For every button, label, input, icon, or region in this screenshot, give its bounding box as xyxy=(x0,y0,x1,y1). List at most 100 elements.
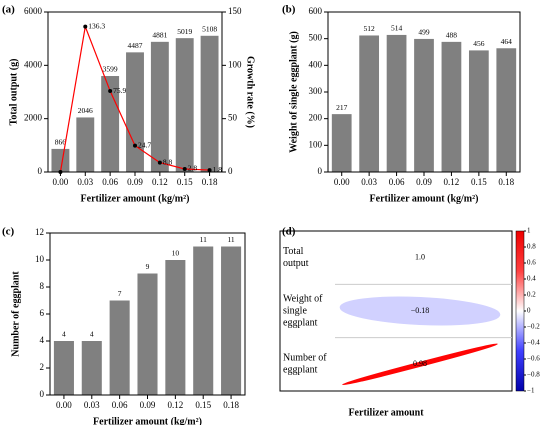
y-tick-label: 400 xyxy=(309,59,323,69)
y-tick-label: 10 xyxy=(35,254,45,264)
bar-value-label: 10 xyxy=(172,249,180,258)
x-tick-label: 0.18 xyxy=(202,177,218,187)
y-tick-label: 0 xyxy=(318,166,323,176)
x-axis-label: Fertilizer amount (kg/m²) xyxy=(370,193,479,204)
colorbar-tick-label: −0.8 xyxy=(527,371,540,379)
row-label: single xyxy=(283,305,307,316)
colorbar-tick-label: 0.6 xyxy=(527,259,536,267)
growth-point xyxy=(133,143,137,148)
plot-frame xyxy=(327,11,521,173)
row-label: Number of xyxy=(283,353,327,364)
y-tick-label: 300 xyxy=(309,86,323,96)
x-tick-label: 0.12 xyxy=(444,177,460,187)
y2-axis-label: Growth rate (%) xyxy=(245,56,256,128)
bar-value-label: 514 xyxy=(391,24,403,33)
x-tick-label: 0.06 xyxy=(112,400,128,410)
growth-point xyxy=(182,167,187,172)
bar xyxy=(165,260,186,395)
correlation-label: 1.0 xyxy=(415,252,425,261)
colorbar-tick-label: −1 xyxy=(527,387,535,395)
y2-tick-label: 50 xyxy=(228,113,238,123)
correlation-label: 0.98 xyxy=(413,359,427,368)
bar xyxy=(496,48,517,173)
bar-value-label: 866 xyxy=(55,138,67,147)
bar xyxy=(150,41,169,173)
y-tick-label: 6 xyxy=(40,308,45,318)
x-tick-label: 0.15 xyxy=(195,400,211,410)
bar-value-label: 512 xyxy=(364,24,376,33)
bar-value-label: 4 xyxy=(62,330,66,339)
bar xyxy=(51,148,70,172)
y-tick-label: 500 xyxy=(309,33,323,43)
bar-value-label: 11 xyxy=(200,235,207,244)
growth-value-label: 2.8 xyxy=(188,164,198,173)
bar xyxy=(359,35,380,172)
bar xyxy=(468,50,489,172)
x-tick-label: 0.12 xyxy=(167,400,183,410)
colorbar-tick-label: 0.4 xyxy=(527,275,536,283)
growth-value-label: 1.8 xyxy=(213,165,223,174)
x-tick-label: 0.09 xyxy=(127,177,143,187)
bar xyxy=(109,300,130,395)
bar-value-label: 488 xyxy=(446,31,458,40)
bar xyxy=(441,41,462,172)
correlation-ellipse xyxy=(342,343,498,386)
bar-value-label: 456 xyxy=(473,39,485,48)
y-tick-label: 2 xyxy=(40,362,45,372)
x-tick-label: 0.18 xyxy=(498,177,514,187)
bar-value-label: 4487 xyxy=(128,41,143,50)
row-label: Weight of xyxy=(283,293,323,304)
colorbar-tick-label: 1 xyxy=(527,227,531,235)
x-axis-label: Fertilizer amount xyxy=(348,407,424,418)
row-label: output xyxy=(283,258,309,269)
bar-value-label: 499 xyxy=(418,28,430,37)
correlation-label: −0.18 xyxy=(411,306,430,315)
x-tick-label: 0.06 xyxy=(102,177,118,187)
bar-value-label: 3599 xyxy=(103,65,118,74)
bar xyxy=(331,114,352,172)
bar xyxy=(221,246,242,395)
x-axis-label: Fertilizer amount (kg/m²) xyxy=(81,193,190,204)
bar xyxy=(126,52,144,173)
row-label: eggplant xyxy=(283,365,318,376)
x-tick-label: 0.06 xyxy=(389,177,405,187)
x-tick-label: 0.12 xyxy=(152,177,168,187)
growth-point xyxy=(108,89,113,94)
panel-label: (d) xyxy=(282,226,296,238)
panel-label: (a) xyxy=(2,4,15,16)
x-tick-label: 0.15 xyxy=(471,177,487,187)
bar xyxy=(386,34,407,172)
y-tick-label: 12 xyxy=(35,227,44,237)
bar-value-label: 2046 xyxy=(78,106,93,115)
row-label: Total xyxy=(283,246,304,257)
bar-value-label: 217 xyxy=(336,103,348,112)
y-tick-label: 0 xyxy=(38,166,43,176)
x-tick-label: 0.00 xyxy=(334,177,350,187)
colorbar-tick-label: −0.2 xyxy=(527,323,540,331)
bar-value-label: 7 xyxy=(118,289,122,298)
y-tick-label: 100 xyxy=(309,139,323,149)
y-axis-label: Number of eggplant xyxy=(10,271,21,357)
growth-value-label: 136.3 xyxy=(88,21,105,30)
bar-value-label: 4881 xyxy=(152,31,167,40)
colorbar-tick-label: −0.6 xyxy=(527,355,540,363)
bar-value-label: 464 xyxy=(501,37,513,46)
panel-label: (c) xyxy=(2,226,15,238)
correlation-ellipse xyxy=(339,296,501,326)
y2-tick-label: 100 xyxy=(228,59,242,69)
bar xyxy=(53,341,74,395)
growth-point xyxy=(83,24,88,29)
y-tick-label: 4 xyxy=(40,335,45,345)
bar-value-label: 5019 xyxy=(177,27,192,36)
row-label: eggplant xyxy=(283,317,318,328)
y-tick-label: 2000 xyxy=(24,113,43,123)
x-axis-label: Fertilizer amount (kg/m²) xyxy=(93,416,202,425)
y-axis-label: Weight of single eggplant (g) xyxy=(288,31,299,153)
bar xyxy=(81,341,102,395)
colorbar xyxy=(515,230,525,392)
colorbar-tick-label: 0.2 xyxy=(527,291,536,299)
bar xyxy=(76,117,95,172)
x-tick-label: 0.09 xyxy=(140,400,156,410)
x-tick-label: 0.18 xyxy=(223,400,239,410)
bar-value-label: 11 xyxy=(227,235,234,244)
